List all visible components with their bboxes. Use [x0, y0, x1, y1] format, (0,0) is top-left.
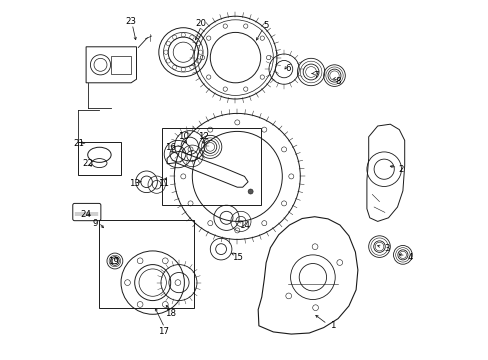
Bar [111, 56, 131, 74]
Text: 4: 4 [407, 253, 412, 262]
Text: 13: 13 [129, 179, 140, 188]
Text: 18: 18 [165, 309, 176, 318]
Bar [162, 128, 260, 205]
Text: 5: 5 [263, 21, 268, 30]
Text: 2: 2 [398, 165, 403, 174]
Text: 15: 15 [231, 253, 243, 262]
Text: 10: 10 [178, 132, 188, 141]
Text: 17: 17 [158, 327, 169, 336]
Text: 24: 24 [81, 210, 91, 219]
Bar [78, 142, 121, 175]
Text: 6: 6 [285, 64, 290, 73]
Text: 8: 8 [335, 77, 340, 85]
Text: 20: 20 [195, 19, 206, 28]
Text: 23: 23 [125, 17, 136, 26]
Text: 21: 21 [73, 139, 84, 148]
Text: 22: 22 [82, 159, 93, 168]
Text: 3: 3 [383, 244, 388, 253]
Text: 11: 11 [158, 179, 169, 188]
Text: 16: 16 [165, 143, 176, 152]
Text: 7: 7 [313, 71, 319, 80]
Circle shape [247, 189, 253, 194]
Text: 12: 12 [197, 132, 208, 141]
Text: 19: 19 [107, 256, 118, 265]
Bar [99, 220, 194, 308]
Text: 1: 1 [329, 321, 335, 330]
Text: 9: 9 [92, 219, 98, 228]
Text: 14: 14 [239, 220, 249, 230]
